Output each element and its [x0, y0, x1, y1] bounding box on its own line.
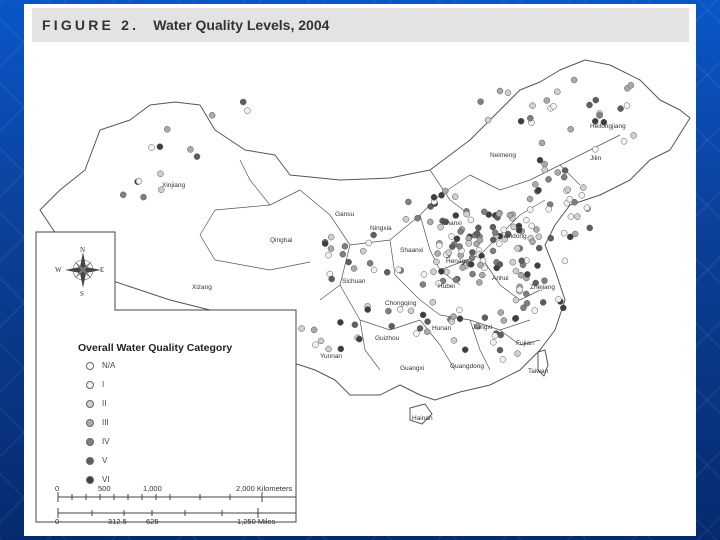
legend-item: VI: [86, 475, 110, 484]
place-label-shandong: Shandong: [497, 233, 527, 240]
place-label-guangdong: Guangdong: [450, 363, 484, 370]
legend-swatch: [86, 362, 94, 370]
place-label-xinjiang: Xinjiang: [162, 182, 185, 189]
legend-item: V: [86, 456, 107, 465]
legend-label: II: [102, 399, 106, 408]
scale-km-tick-2000: 2,000 Kilometers: [236, 484, 292, 493]
legend-label: IV: [102, 437, 110, 446]
scale-km-tick-1000: 1,000: [143, 484, 162, 493]
place-label-chongqing: Chongqing: [385, 300, 416, 307]
place-label-hunan: Hunan: [432, 325, 451, 332]
place-label-jiangxi: Jiangxi: [472, 324, 492, 331]
place-label-xizang: Xizang: [192, 284, 212, 291]
scale-mile-tick-1250: 1,250 Miles: [237, 517, 275, 526]
legend-item: IV: [86, 437, 110, 446]
legend-swatch: [86, 438, 94, 446]
compass-south-label: S: [80, 290, 84, 298]
place-label-sichuan: Sichuan: [342, 278, 366, 285]
place-label-fujian: Fujian: [516, 340, 534, 347]
scale-mile-tick-0: 0: [55, 517, 59, 526]
place-label-shaanxi: Shaanxi: [400, 247, 424, 254]
scale-mile-tick-625: 625: [146, 517, 159, 526]
place-label-hainan: Hainan: [412, 415, 433, 422]
place-label-shanxi: Shanxi: [442, 220, 462, 227]
legend-swatch: [86, 400, 94, 408]
legend-label: III: [102, 418, 109, 427]
legend-item: III: [86, 418, 109, 427]
compass-west-label: W: [55, 266, 62, 274]
legend-label: VI: [102, 475, 110, 484]
legend-label: V: [102, 456, 107, 465]
place-label-neimeng: Neimeng: [490, 152, 516, 159]
legend-swatch: [86, 381, 94, 389]
place-label-yunnan: Yunnan: [320, 353, 342, 360]
place-label-zhejiang: Zhejiang: [530, 284, 555, 291]
legend-swatch: [86, 419, 94, 427]
legend-label: N/A: [102, 361, 115, 370]
scale-mile-tick-312: 312.5: [108, 517, 127, 526]
legend-item: N/A: [86, 361, 115, 370]
compass-north-label: N: [80, 246, 85, 254]
place-label-gansu: Gansu: [335, 211, 354, 218]
legend-swatch: [86, 457, 94, 465]
place-label-taiwan: Taiwan: [528, 368, 548, 375]
place-label-hubei: Hubei: [438, 283, 455, 290]
place-label-henan: Henan: [446, 258, 465, 265]
place-label-jilin: Jilin: [590, 155, 601, 162]
place-label-heilongjiang: Heilongjiang: [590, 123, 626, 130]
place-label-guangxi: Guangxi: [400, 365, 424, 372]
place-label-guizhou: Guizhou: [375, 335, 399, 342]
legend-item: I: [86, 380, 104, 389]
place-label-qinghai: Qinghai: [270, 237, 292, 244]
place-label-anhui: Anhui: [492, 275, 509, 282]
scale-km-tick-500: 500: [98, 484, 111, 493]
compass-east-label: E: [100, 266, 104, 274]
legend-swatch: [86, 476, 94, 484]
legend-item: II: [86, 399, 106, 408]
legend-title: Overall Water Quality Category: [78, 342, 232, 354]
place-label-ningxia: Ningxia: [370, 225, 392, 232]
legend-label: I: [102, 380, 104, 389]
scale-km-tick-0: 0: [55, 484, 59, 493]
